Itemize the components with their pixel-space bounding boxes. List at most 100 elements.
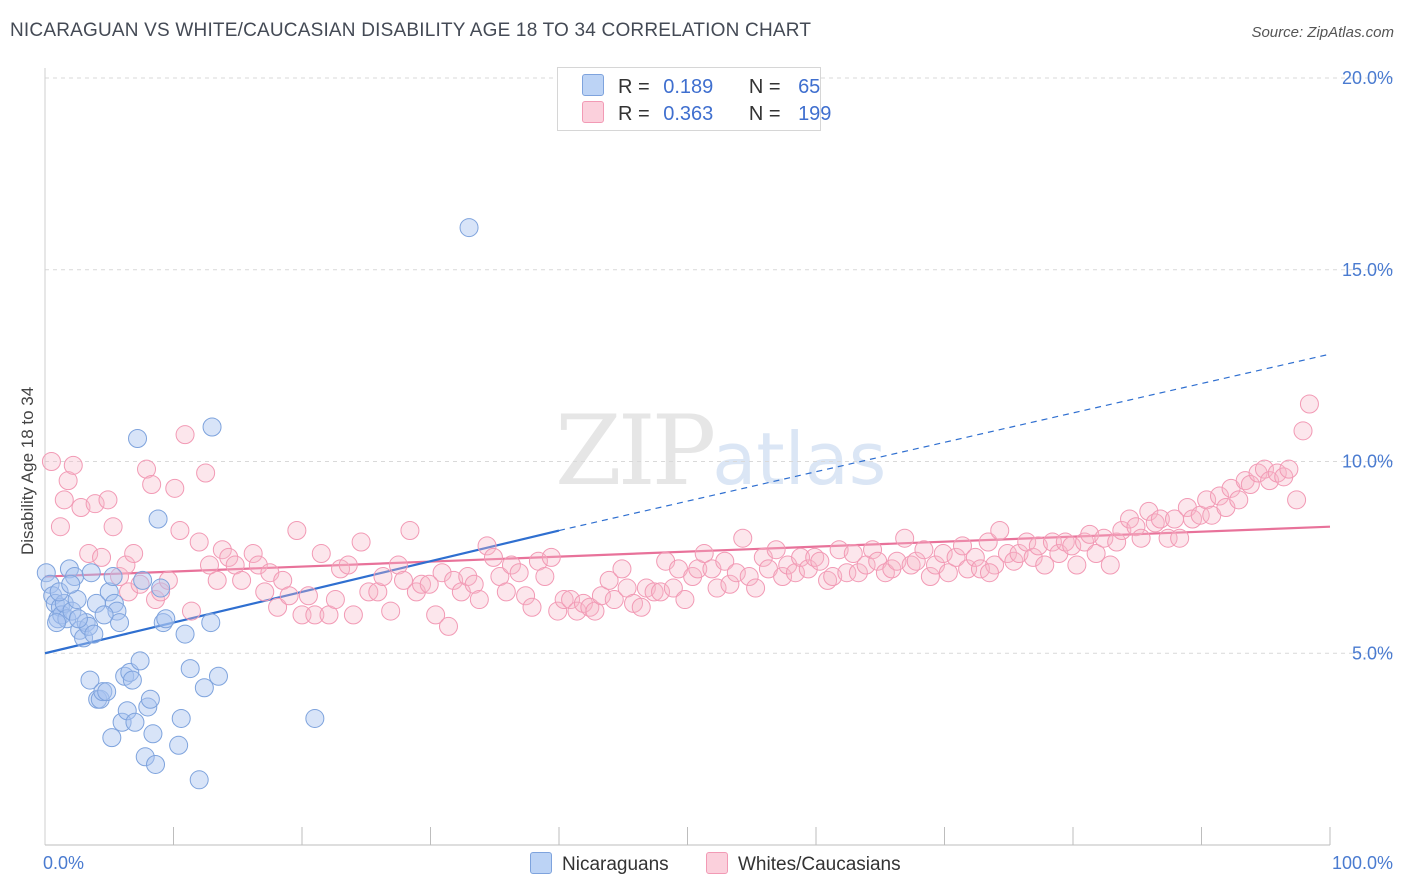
whites-caucasians-point [79,544,99,564]
whites-caucasians-point [50,517,70,537]
nicaraguans-point [143,724,163,744]
whites-caucasians-point [726,563,746,583]
bottom-legend-swatch-blue [530,852,552,874]
trend-lines [44,353,1331,655]
legend-r-value: 0.363 [663,103,714,125]
nicaraguans-point [135,747,155,767]
y-tick-label: 20.0% [1342,68,1393,88]
whites-caucasians-point [124,544,144,564]
whites-caucasians-point [805,547,825,567]
whites-caucasians-point [1086,544,1106,564]
whites-caucasians-point [631,597,651,617]
whites-caucasians-point [388,555,408,575]
whites-caucasians-point [818,570,838,590]
whites-caucasians-point [464,574,484,594]
legend-r-label: R = [618,76,650,98]
whites-caucasians-point [103,517,123,537]
nicaraguans-point [117,701,137,721]
whites-caucasians-point [733,528,753,548]
y-axis-label: Disability Age 18 to 34 [18,387,37,555]
whites-caucasians-point [54,490,74,510]
whites-caucasians-point [501,555,521,575]
whites-caucasians-point [181,601,201,621]
whites-caucasians-point [1080,524,1100,544]
whites-caucasians-point [63,455,83,475]
whites-caucasians-point [516,586,536,606]
whites-caucasians-point [823,567,843,587]
whites-caucasians-point [829,540,849,560]
nicaraguans-point [62,601,82,621]
legend-r-value: 0.189 [663,76,714,98]
whites-caucasians-point [535,567,555,587]
whites-caucasians-point [591,586,611,606]
whites-caucasians-point [920,567,940,587]
whites-caucasians-point [444,570,464,590]
nicaraguans-point [74,628,94,648]
whites-caucasians-point [170,521,190,541]
nicaraguans-point [47,613,67,633]
legend-n-value: 199 [798,103,832,125]
whites-caucasians-point [1299,394,1319,414]
bottom-legend-swatch-pink [706,852,728,874]
whites-caucasians-point [298,586,318,606]
whites-caucasians-point [432,563,452,583]
whites-caucasians-point [675,590,695,610]
whites-caucasians-point [548,601,568,621]
whites-caucasians-point [509,563,529,583]
chart-title: NICARAGUAN VS WHITE/CAUCASIAN DISABILITY… [10,20,812,41]
whites-caucasians-point [338,555,358,575]
nicaraguans-point [97,682,117,702]
nicaraguans-point [90,689,110,709]
nicaraguans-point [202,417,222,437]
whites-caucasians-point [1126,517,1146,537]
whites-caucasians-point [554,590,574,610]
whites-caucasians-point [41,452,61,471]
whites-caucasians-point [895,528,915,548]
whites-caucasians-point [1094,528,1114,548]
whites-caucasians-point [165,478,185,498]
whites-caucasians-point [477,536,497,556]
y-tick-label: 15.0% [1342,260,1393,280]
tick-labels: 5.0% 10.0% 15.0% 20.0% 0.0% 100.0% [43,68,1393,873]
nicaraguans-point [36,563,56,583]
nicaraguans-point [459,218,479,238]
whites-caucasians-point [199,555,219,575]
whites-caucasians-point [116,555,136,575]
whites-caucasians-point [98,490,118,510]
whites-caucasians-point [887,551,907,571]
legend-n-label: N = [748,76,781,98]
axes [44,68,1331,846]
nicaraguans-trend-line [44,529,560,655]
legend-row-nicaraguans: R = 0.189 N = 65 [582,74,838,100]
nicaraguans-point [94,605,114,625]
nicaraguans-point [208,666,228,686]
whites-caucasians-point [694,544,714,564]
whites-caucasians-point [232,570,252,590]
nicaraguans-point [99,582,119,602]
whites-caucasians-point [351,532,371,552]
x-tick-label: 0.0% [43,853,84,873]
whites-caucasians-point [1028,536,1048,556]
legend-r-label: R = [618,103,650,125]
whites-caucasians-point [1293,421,1313,441]
whites-caucasians-point [766,540,786,560]
whites-caucasians-point [1139,501,1159,521]
whites-caucasians-point [1035,555,1055,575]
whites-caucasians-point [248,555,268,575]
whites-caucasians-point [720,574,740,594]
nicaraguans-point [103,567,123,587]
watermark-zip: ZIP [555,395,716,507]
whites-caucasians-point [279,586,299,606]
whites-caucasians-point [746,578,766,598]
whites-caucasians-point [1158,528,1178,548]
whites-caucasians-point [496,582,516,602]
nicaraguans-point [81,563,101,583]
whites-caucasians-point [798,559,818,579]
whites-caucasians-point [933,544,953,564]
whites-caucasians-point [212,540,232,560]
whites-caucasians-point [381,601,401,621]
whites-caucasians-point [137,459,157,479]
whites-caucasians-point [1279,459,1299,479]
nicaraguans-point [107,601,127,621]
whites-caucasians-points [41,394,1319,636]
